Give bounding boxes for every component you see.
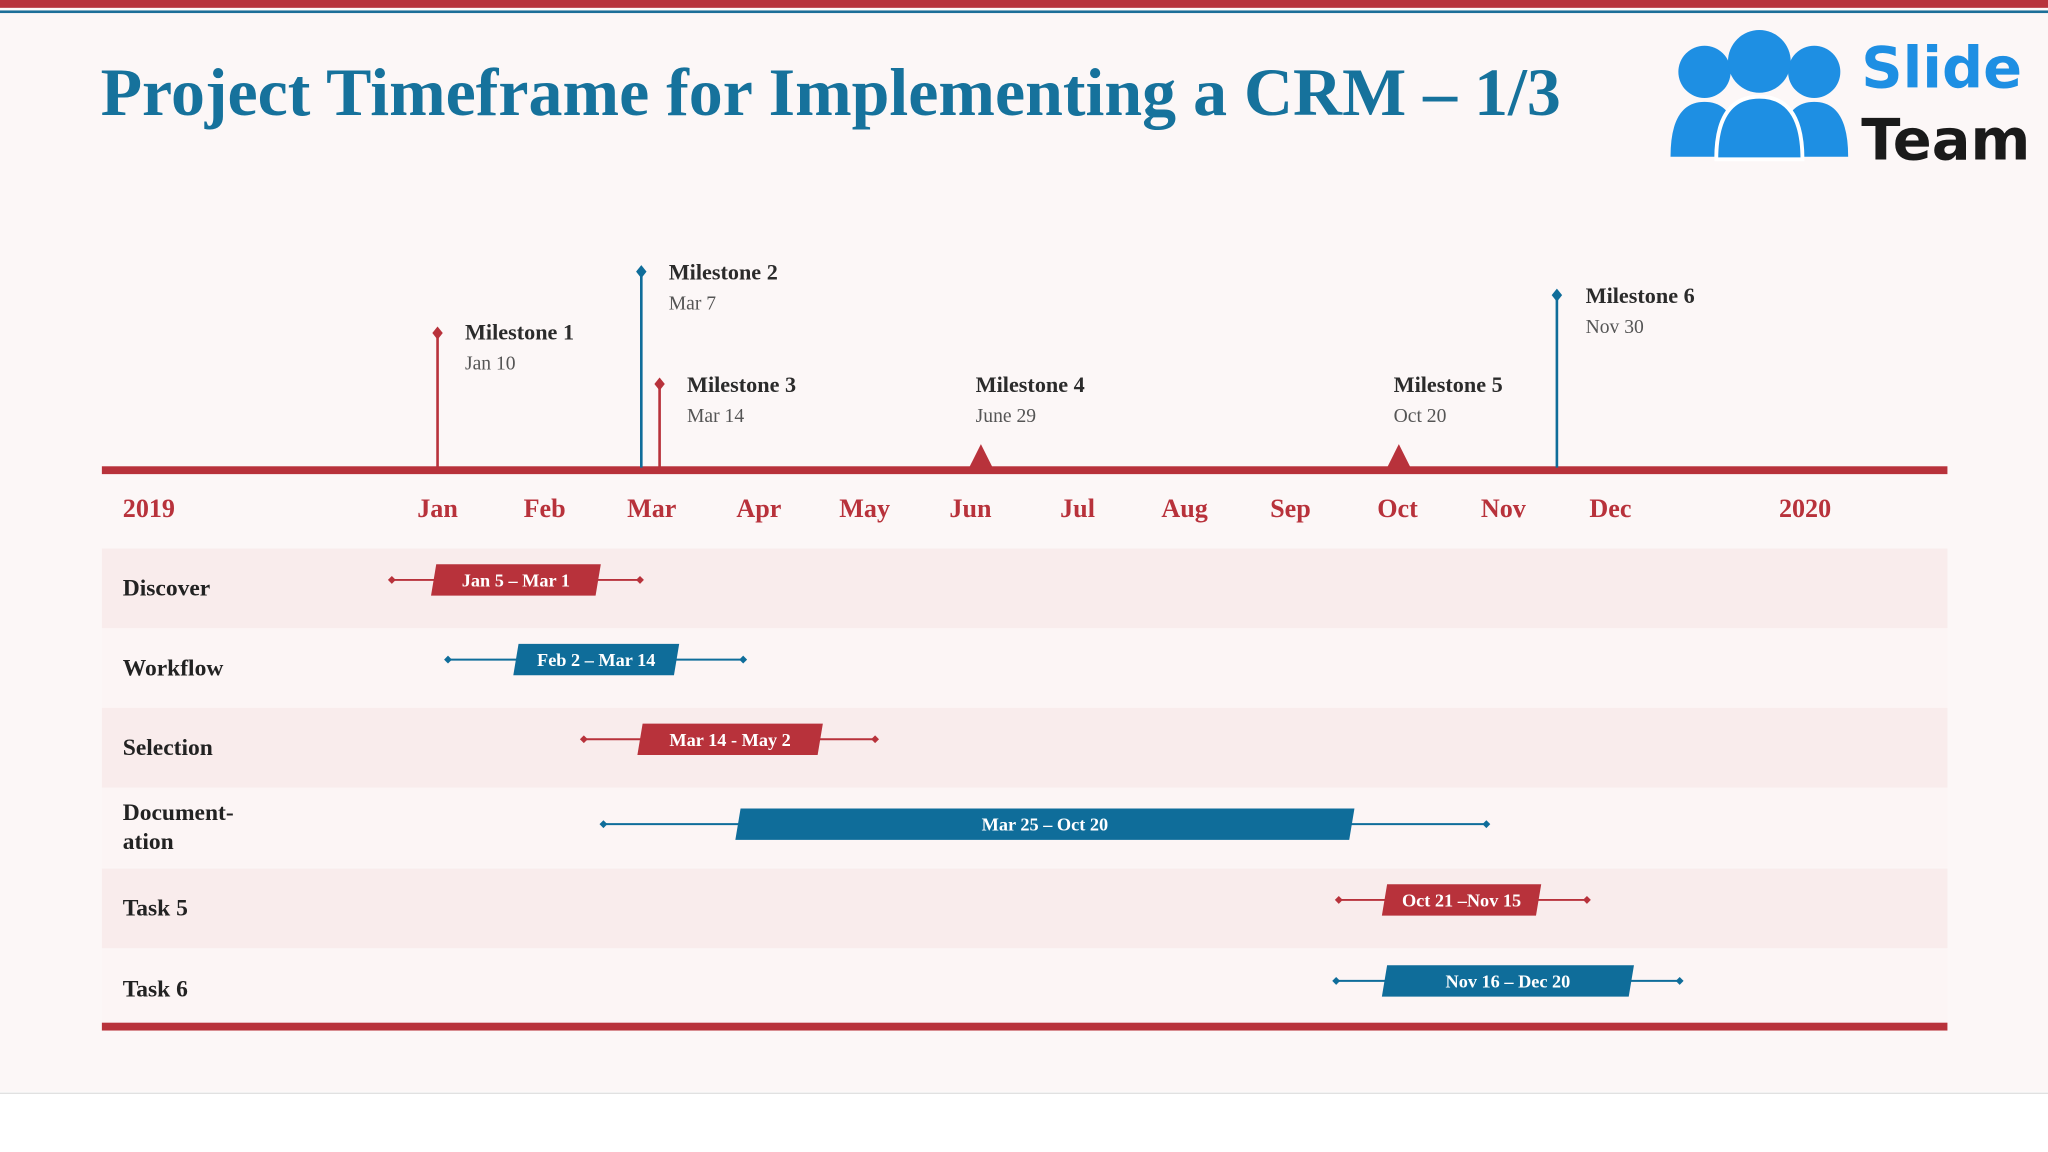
- timeline-label: Aug: [1161, 494, 1207, 523]
- timeline-label: 2019: [123, 494, 175, 523]
- milestone-date: Mar 14: [687, 406, 744, 427]
- timeline-axis: [101, 466, 1948, 475]
- timeline-label: Mar: [627, 494, 677, 523]
- timeline-label: Jun: [949, 494, 992, 523]
- whisker-end: [1583, 896, 1591, 904]
- milestone-date: Oct 20: [1394, 406, 1447, 427]
- whisker-end: [1334, 896, 1343, 904]
- whisker-end: [579, 735, 588, 744]
- whisker-end: [871, 735, 880, 744]
- row-band: [101, 868, 1948, 949]
- task-dates: Oct 21 –Nov 15: [1402, 890, 1521, 910]
- task-name: Discover: [123, 576, 210, 602]
- task-bar: [431, 564, 601, 596]
- milestone-name: Milestone 6: [1586, 283, 1695, 308]
- task-bar: [735, 808, 1355, 840]
- logo-body: [1714, 94, 1805, 162]
- timeline-label: Jul: [1060, 494, 1095, 523]
- timeline-label: Oct: [1377, 494, 1418, 523]
- task-bar: [513, 643, 680, 676]
- row-band: [101, 949, 1948, 1030]
- task-bar: [637, 723, 823, 755]
- milestone-date: June 29: [976, 406, 1036, 427]
- timeline-label: Dec: [1589, 494, 1631, 523]
- milestone-marker: [654, 377, 665, 391]
- task-name: Task 5: [123, 896, 188, 922]
- whisker-end: [1675, 976, 1684, 985]
- milestone-name: Milestone 1: [465, 320, 574, 345]
- row-band: [101, 707, 1948, 788]
- timeline-label: Jan: [417, 494, 458, 523]
- timeline-label: Feb: [524, 494, 566, 523]
- task-dates: Mar 14 - May 2: [669, 730, 790, 750]
- milestone-marker: [969, 444, 993, 468]
- logo-text: Team: [1861, 106, 2030, 173]
- task-name: Document-: [123, 800, 234, 826]
- task-name: Selection: [123, 735, 213, 761]
- timeline-label: Nov: [1481, 494, 1527, 523]
- top-bar-red: [0, 0, 2048, 8]
- timeline-label: May: [839, 494, 890, 523]
- task-name: ation: [123, 829, 174, 855]
- milestone-date: Mar 7: [669, 294, 717, 315]
- milestone-name: Milestone 4: [976, 372, 1085, 397]
- title: Project Timeframe for Implementing a CRM…: [101, 54, 1561, 130]
- row-band: [101, 548, 1948, 629]
- task-dates: Jan 5 – Mar 1: [462, 570, 570, 590]
- logo: Slide Team: [1670, 30, 2030, 173]
- timeline-label: 2020: [1779, 494, 1831, 523]
- timeline-label: Apr: [736, 494, 781, 523]
- logo-head: [1728, 30, 1791, 93]
- milestone-name: Milestone 3: [687, 372, 796, 397]
- whisker-end: [387, 576, 396, 584]
- milestone-marker: [1387, 444, 1411, 468]
- task-name: Workflow: [123, 655, 224, 681]
- task-dates: Mar 25 – Oct 20: [982, 815, 1108, 835]
- task-bar: [1381, 965, 1634, 997]
- milestone-date: Nov 30: [1586, 317, 1644, 338]
- task-name: Task 6: [123, 977, 188, 1003]
- task-dates: Feb 2 – Mar 14: [537, 650, 655, 670]
- milestone-name: Milestone 5: [1394, 372, 1503, 397]
- task-bar: [1381, 884, 1542, 916]
- logo-head: [1788, 45, 1841, 98]
- top-bar-blue: [0, 10, 2048, 14]
- bottom-rule: [101, 1022, 1948, 1031]
- timeline-label: Sep: [1270, 494, 1311, 523]
- milestone-name: Milestone 2: [669, 260, 778, 285]
- milestone-date: Jan 10: [465, 354, 516, 375]
- logo-text: Slide: [1861, 35, 2022, 102]
- milestone-marker: [1551, 288, 1563, 302]
- row-band: [101, 628, 1948, 708]
- task-dates: Nov 16 – Dec 20: [1446, 971, 1571, 991]
- whisker-end: [1332, 976, 1341, 985]
- logo-head: [1678, 45, 1731, 98]
